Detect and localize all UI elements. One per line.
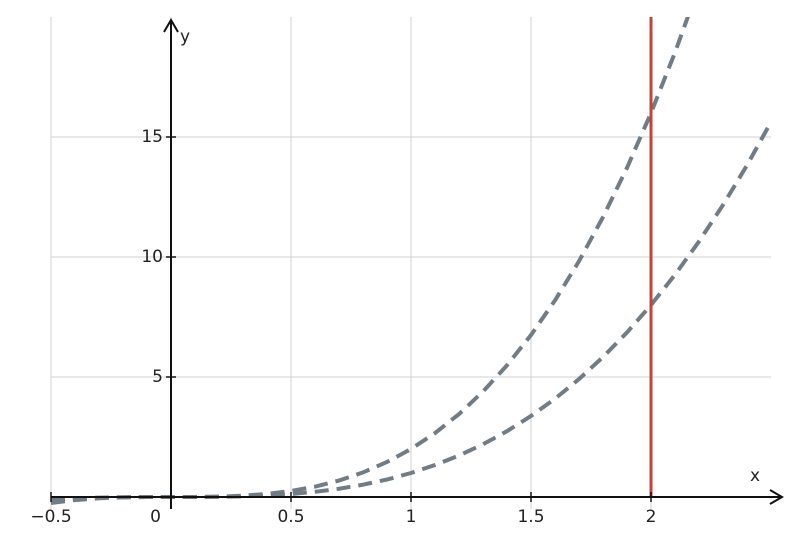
y-tick-label: 5 [152,367,163,387]
y-arrow [163,18,179,33]
x-arrow [769,489,784,505]
x-tick-label: 0 [150,507,161,527]
x-axis-label: x [750,466,760,486]
x-tick-label: 1.5 [517,507,544,527]
x-tick-label: −0.5 [30,507,71,527]
y-tick-label: 15 [141,127,163,147]
y-tick-label: 10 [141,247,163,267]
x-tick-label: 1 [406,507,417,527]
x-tick-label: 2 [646,507,657,527]
y-axis-label: y [180,27,190,47]
x-tick-label: 0.5 [277,507,304,527]
